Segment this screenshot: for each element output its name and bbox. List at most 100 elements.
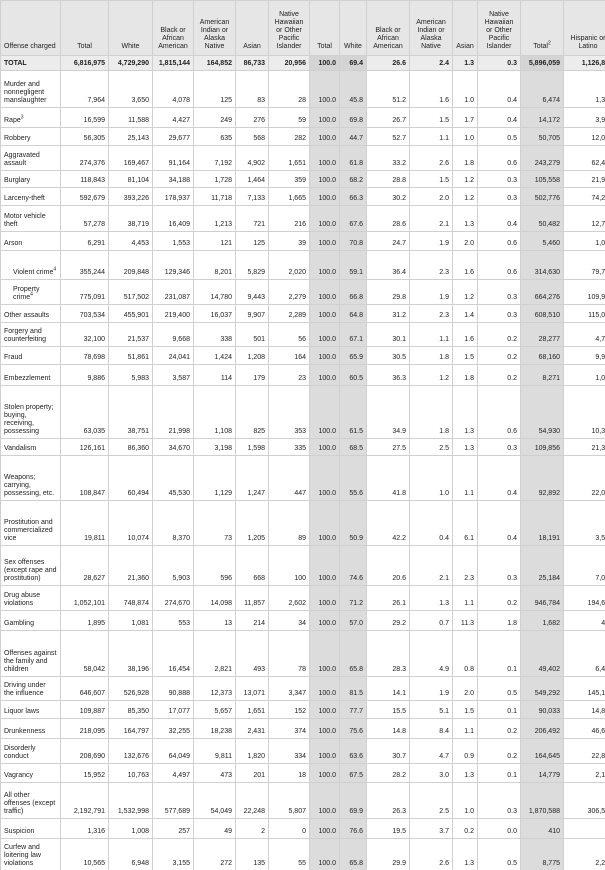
value-cell: 0.3: [477, 170, 521, 188]
value-cell: 646,607: [60, 676, 109, 701]
header-text: Total: [533, 42, 548, 50]
table-row: Embezzlement 9,886 5,983 3,587 114 179 23 100.0…: [0, 364, 605, 386]
table-row: Vandalism 126,161 86,360 34,670 3,198 1,598 33…: [0, 438, 605, 456]
value-cell: 775,091: [60, 279, 109, 305]
offense-label: Drunkenness: [4, 727, 46, 735]
column-header: White: [108, 0, 153, 56]
value-cell: 355,244: [60, 250, 109, 280]
value-cell: 592,679: [60, 187, 109, 206]
value-cell: 553: [152, 610, 194, 631]
offense-cell: Weapons; carrying, possessing, etc.: [0, 455, 61, 501]
value-cell: 0.1: [477, 700, 521, 719]
value-cell: 1.2: [452, 170, 478, 188]
value-cell: 70.8: [339, 231, 367, 251]
header-text: Hispanic or Latino: [570, 34, 605, 50]
value-cell: 6.1: [452, 500, 478, 546]
value-cell: 2.0: [452, 676, 478, 701]
header-text: American Indian or Alaska Native: [199, 18, 230, 50]
value-cell: 1.3: [452, 205, 478, 232]
value-cell: 178,937: [152, 187, 194, 206]
offense-cell: Sex offenses (except rape and prostituti…: [0, 545, 61, 586]
value-cell: 45.8: [339, 70, 367, 108]
value-cell: 314,630: [520, 250, 564, 280]
value-cell: 64.8: [339, 304, 367, 323]
value-cell: 1,682: [520, 610, 564, 631]
value-cell: 5,829: [235, 250, 269, 280]
value-cell: 7,133: [235, 187, 269, 206]
value-cell: 5,983: [108, 364, 153, 386]
value-cell: 18,191: [520, 500, 564, 546]
value-cell: 25,143: [108, 127, 153, 146]
value-cell: 62,42: [563, 145, 605, 171]
value-cell: 2,25: [563, 838, 605, 870]
value-cell: 194,65: [563, 585, 605, 611]
offense-label: Rape: [4, 116, 21, 124]
value-cell: 50.9: [339, 500, 367, 546]
value-cell: 126,161: [60, 438, 109, 456]
value-cell: 15.5: [366, 700, 410, 719]
value-cell: 115,06: [563, 304, 605, 323]
value-cell: 502,776: [520, 187, 564, 206]
value-cell: 89: [268, 500, 310, 546]
value-cell: 0.9: [452, 738, 478, 764]
header-text: American Indian or Alaska Native: [416, 18, 446, 50]
value-cell: 32,100: [60, 322, 109, 347]
value-cell: 100.0: [309, 170, 340, 188]
value-cell: 1.6: [409, 70, 453, 108]
value-cell: 10,33: [563, 385, 605, 439]
offense-cell: Curfew and loitering law violations: [0, 838, 61, 870]
value-cell: 0.6: [477, 231, 521, 251]
offense-cell: Other assaults: [0, 304, 61, 323]
value-cell: 79,71: [563, 250, 605, 280]
value-cell: 69.9: [339, 782, 367, 819]
value-cell: 219,400: [152, 304, 194, 323]
value-cell: 0.4: [477, 205, 521, 232]
footnote-mark: 4: [30, 291, 33, 298]
value-cell: 4,078: [152, 70, 194, 108]
value-cell: 11,718: [193, 187, 236, 206]
value-cell: 338: [193, 322, 236, 347]
value-cell: 28.6: [366, 205, 410, 232]
value-cell: 9,443: [235, 279, 269, 305]
value-cell: 179: [235, 364, 269, 386]
offense-label: Stolen property; buying, receiving, poss…: [4, 403, 54, 435]
offense-cell: Forgery and counterfeiting: [0, 322, 61, 347]
value-cell: 16,409: [152, 205, 194, 232]
value-cell: 27.5: [366, 438, 410, 456]
offense-cell: Motor vehicle theft: [0, 205, 61, 232]
offense-cell: Fraud: [0, 346, 61, 365]
value-cell: 359: [268, 170, 310, 188]
value-cell: 100.0: [309, 455, 340, 501]
value-cell: 1.3: [452, 838, 478, 870]
value-cell: 100.0: [309, 545, 340, 586]
value-cell: 1.8: [477, 610, 521, 631]
value-cell: 14,80: [563, 700, 605, 719]
value-cell: 74.6: [339, 545, 367, 586]
value-cell: 4,427: [152, 107, 194, 128]
value-cell: 1.9: [409, 231, 453, 251]
value-cell: 114: [193, 364, 236, 386]
value-cell: 10,763: [108, 763, 153, 783]
value-cell: 16,454: [152, 630, 194, 677]
offense-label: Offenses against the family and children: [4, 649, 57, 673]
value-cell: 0.2: [477, 585, 521, 611]
value-cell: 473: [193, 763, 236, 783]
value-cell: 334: [268, 738, 310, 764]
value-cell: 28.3: [366, 630, 410, 677]
value-cell: 1.6: [452, 322, 478, 347]
value-cell: 1,09: [563, 364, 605, 386]
value-cell: 1.0: [452, 782, 478, 819]
offense-label: Vagrancy: [4, 771, 34, 779]
value-cell: 4,453: [108, 231, 153, 251]
table-row: Gambling 1,895 1,081 553 13 214 34 100.0 57.0 29.…: [0, 610, 605, 631]
value-cell: 2,10: [563, 763, 605, 783]
value-cell: 1.8: [409, 385, 453, 439]
value-cell: 1.3: [452, 763, 478, 783]
column-header: Asian: [235, 0, 269, 56]
value-cell: 14,780: [193, 279, 236, 305]
value-cell: 12,373: [193, 676, 236, 701]
value-cell: 26.7: [366, 107, 410, 128]
value-cell: 91,164: [152, 145, 194, 171]
